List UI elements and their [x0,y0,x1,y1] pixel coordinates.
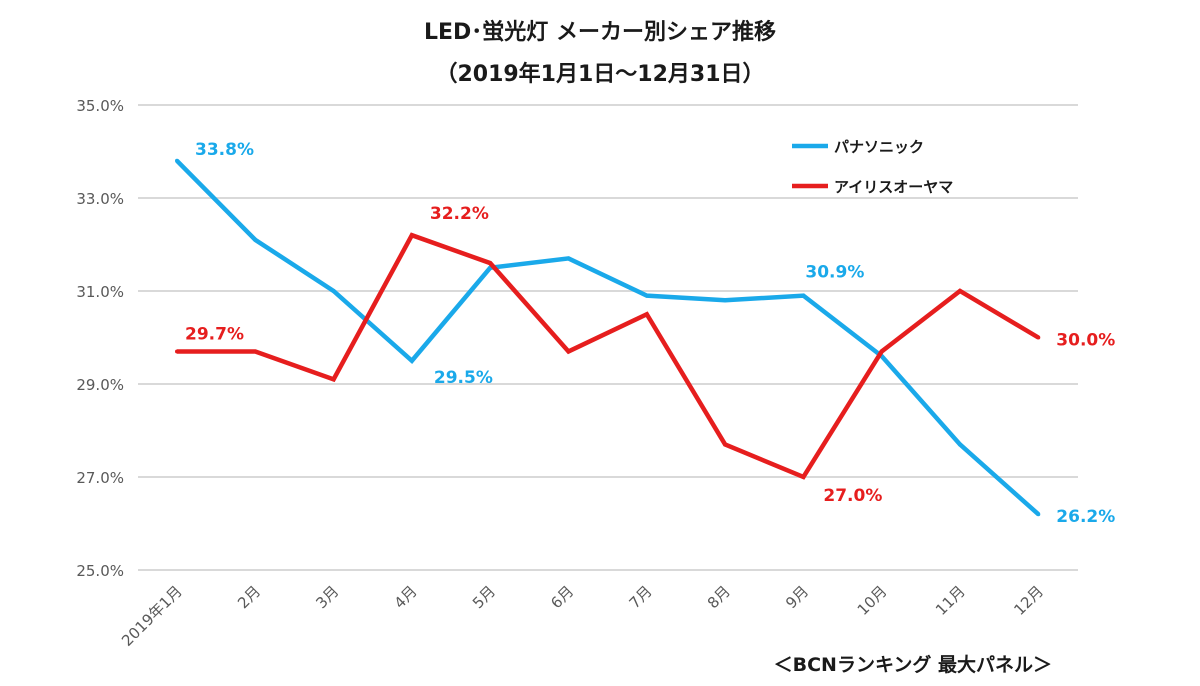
data-point [566,349,571,354]
data-point [958,289,962,293]
data-point [175,349,179,354]
data-point [409,233,414,238]
source-note: ＜BCNランキング 最大パネル＞ [773,654,1052,676]
chart-subtitle: （2019年1月1日～12月31日） [435,62,765,87]
x-tick-label: 8月 [704,582,734,612]
data-label: 30.9% [805,263,864,283]
data-point [1036,335,1041,340]
y-axis-ticks: 25.0% 27.0% 29.0% 31.0% 33.0% 35.0% [76,97,124,580]
data-point [331,377,336,382]
x-tick-label: 3月 [312,582,342,612]
data-point [175,158,179,163]
data-point [644,312,649,317]
x-axis-ticks: 2019年1月 2月 3月 4月 5月 6月 7月 8月 9月 10月 11月 12月 [118,582,1047,650]
x-tick-label: 7月 [626,582,656,612]
chart-title: LED･蛍光灯 メーカー別シェア推移 [424,20,776,45]
legend-label: パナソニック [834,138,924,156]
x-tick-label: 11月 [932,582,969,619]
data-point [566,256,571,261]
data-label: 29.7% [185,324,244,344]
x-tick-label: 9月 [782,582,812,612]
data-point [879,349,884,354]
x-tick-label: 10月 [854,582,891,619]
y-tick-label: 31.0% [76,283,124,301]
x-tick-label: 6月 [547,582,577,612]
data-point [331,289,336,293]
data-point [801,293,806,298]
series-line-1 [177,232,1040,480]
y-tick-label: 25.0% [76,562,124,580]
x-tick-label: 5月 [469,582,499,612]
series-lines [175,158,1041,517]
data-point [958,442,962,447]
data-labels: 33.8% 29.5% 30.9% 26.2% 29.7% 32.2% 27.0% 30.0% [185,140,1115,527]
x-tick-label: 12月 [1010,582,1047,619]
data-point [253,349,258,354]
data-label: 29.5% [434,368,493,388]
legend-label: アイリスオーヤマ [834,178,953,196]
grid-lines [138,104,1078,571]
data-point [409,358,414,363]
data-label: 30.0% [1056,331,1115,351]
y-tick-label: 27.0% [76,469,124,487]
data-point [253,237,258,242]
data-label: 33.8% [195,140,254,160]
data-point [723,298,728,303]
x-tick-label: 2019年1月 [118,582,186,650]
series-line-0 [175,159,1040,516]
data-point [723,442,728,447]
data-point [801,475,806,479]
y-tick-label: 29.0% [76,376,124,394]
x-tick-label: 2月 [234,582,264,612]
x-tick-label: 4月 [391,582,421,612]
data-label: 32.2% [430,204,489,224]
y-tick-label: 35.0% [76,97,124,115]
y-tick-label: 33.0% [76,190,124,208]
data-point [488,261,493,266]
data-point [1036,512,1041,517]
data-point [644,293,649,298]
data-label: 26.2% [1056,507,1115,527]
data-label: 27.0% [823,486,882,506]
